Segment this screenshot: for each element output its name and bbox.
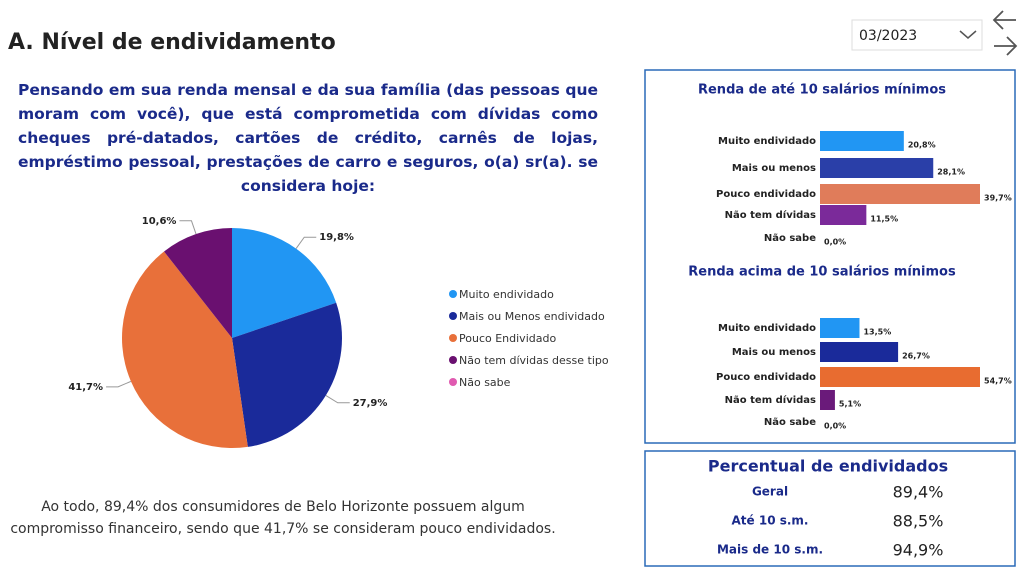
- legend-label: Mais ou Menos endividado: [459, 310, 605, 323]
- slice-label: 10,6%: [142, 216, 177, 227]
- legend-swatch: [449, 312, 457, 320]
- summary-value: 88,5%: [893, 512, 944, 531]
- legend-label: Não tem dívidas desse tipo: [459, 354, 609, 367]
- summary-value: 94,9%: [893, 541, 944, 560]
- summary-label: Geral: [752, 485, 788, 499]
- back-arrow[interactable]: [992, 10, 1016, 30]
- bar-category: Não sabe: [764, 417, 816, 428]
- bar-value-label: 54,7%: [984, 377, 1012, 386]
- bar-category: Não tem dívidas: [725, 394, 816, 406]
- bar-category: Não sabe: [764, 233, 816, 244]
- bar: [820, 390, 835, 410]
- bar-value-label: 28,1%: [937, 168, 965, 177]
- slice-label: 19,8%: [319, 232, 354, 243]
- pie-slice: [232, 302, 342, 447]
- bars-panel: [644, 69, 1016, 444]
- summary-label: Mais de 10 s.m.: [717, 543, 823, 557]
- page-title: A. Nível de endividamento: [8, 30, 336, 55]
- bar: [820, 205, 867, 225]
- pie-slice: [164, 228, 232, 338]
- bar-value-label: 13,5%: [863, 328, 891, 337]
- bar-category: Pouco endividado: [716, 189, 816, 200]
- bar-value-label: 20,8%: [908, 141, 936, 150]
- legend-swatch: [449, 378, 457, 386]
- summary-value: 89,4%: [893, 483, 944, 502]
- leader-line: [106, 380, 132, 388]
- bar: [820, 342, 899, 362]
- pie-slice: [122, 251, 248, 448]
- bar-value-label: 39,7%: [984, 194, 1012, 203]
- legend-swatch: [449, 334, 457, 342]
- legend-label: Não sabe: [459, 376, 511, 389]
- leader-line: [179, 220, 197, 235]
- bar-chart-title: Renda acima de 10 salários mínimos: [688, 265, 956, 280]
- bar-value-label: 0,0%: [824, 422, 846, 431]
- leader-line: [295, 236, 317, 249]
- summary-panel: [644, 450, 1016, 567]
- bar-value-label: 11,5%: [870, 215, 898, 224]
- dropdown-chevron: [959, 30, 977, 39]
- slice-label: 27,9%: [353, 398, 388, 409]
- bar-category: Não tem dívidas: [725, 209, 816, 221]
- bar: [820, 184, 980, 204]
- bar: [820, 131, 904, 151]
- bar-value-label: 0,0%: [824, 238, 846, 247]
- pie-slice: [232, 228, 337, 338]
- bar-category: Mais ou menos: [732, 163, 816, 174]
- bar-value-label: 5,1%: [839, 400, 861, 409]
- period-dropdown[interactable]: [851, 19, 983, 51]
- bar: [820, 367, 980, 387]
- bar-category: Mais ou menos: [732, 347, 816, 358]
- period-value: 03/2023: [859, 28, 917, 44]
- leader-line: [325, 395, 350, 404]
- legend-label: Muito endividado: [459, 288, 554, 301]
- slice-label: 41,7%: [68, 382, 103, 393]
- footer-text: Ao todo, 89,4% dos consumidores de Belo …: [10, 499, 556, 537]
- summary-title: Percentual de endividados: [708, 457, 948, 476]
- bar: [820, 158, 934, 178]
- bar: [820, 318, 860, 338]
- bar-category: Muito endividado: [718, 136, 816, 147]
- legend-swatch: [449, 356, 457, 364]
- bar-category: Muito endividado: [718, 323, 816, 334]
- legend-label: Pouco Endividado: [459, 332, 556, 345]
- bar-value-label: 26,7%: [902, 352, 930, 361]
- legend-swatch: [449, 290, 457, 298]
- summary-label: Até 10 s.m.: [732, 514, 809, 528]
- bar-chart-title: Renda de até 10 salários mínimos: [698, 83, 946, 98]
- question-text: Pensando em sua renda mensal e da sua fa…: [18, 81, 598, 195]
- forward-arrow[interactable]: [994, 36, 1018, 56]
- bar-category: Pouco endividado: [716, 372, 816, 383]
